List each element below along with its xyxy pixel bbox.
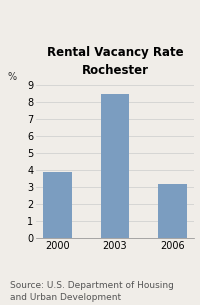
Text: %: % [8, 72, 17, 82]
Text: Source: U.S. Department of Housing
and Urban Development: Source: U.S. Department of Housing and U… [10, 281, 174, 302]
Bar [158, 184, 187, 238]
Title: Rental Vacancy Rate
Rochester: Rental Vacancy Rate Rochester [47, 46, 183, 77]
Bar [101, 94, 129, 238]
Bar [43, 172, 72, 238]
